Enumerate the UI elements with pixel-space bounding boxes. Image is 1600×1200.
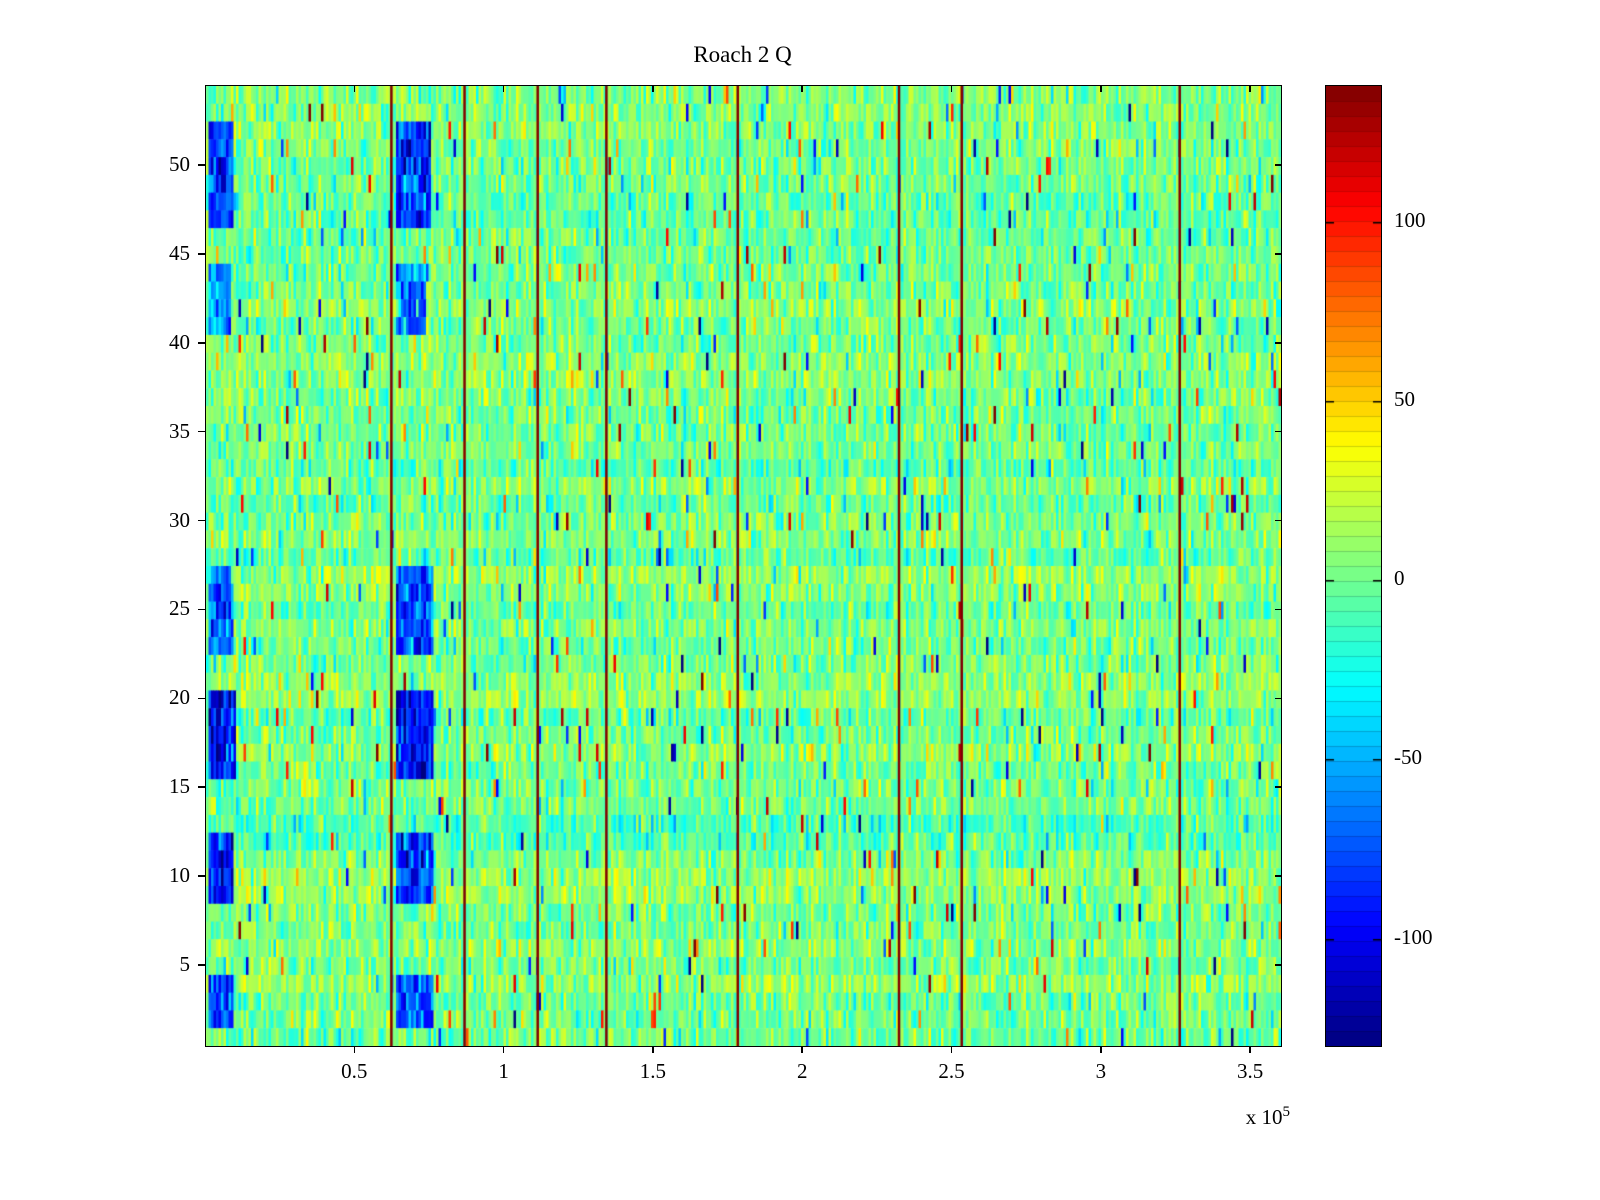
y-axis-tick [198,697,205,700]
x-axis-tick-top [652,85,654,92]
x-axis-tick-top [1100,85,1102,92]
y-axis-tick-label: 10 [169,863,190,888]
x-axis-tick [652,1046,654,1053]
x-axis-tick-label: 3.5 [1237,1059,1264,1083]
x-axis-tick-top [502,85,505,92]
x-axis-tick-label: 2.5 [938,1059,965,1083]
x-axis-tick-top [1249,85,1251,92]
x-axis-exponent-base: x 10 [1245,1105,1283,1129]
x-axis-tick-top [353,85,356,92]
y-axis-tick-right [1275,697,1282,700]
x-axis-tick [353,1046,356,1053]
x-axis-tick [1100,1046,1102,1053]
y-axis-tick-right [1275,608,1282,611]
y-axis-tick-right [1275,164,1282,166]
y-axis-tick-label: 30 [169,507,190,532]
x-axis-tick [950,1046,953,1053]
x-axis-tick-top [801,85,803,92]
y-axis-tick-right [1275,430,1282,433]
colorbar-tick-label: -50 [1394,745,1422,770]
y-axis-tick [198,875,205,877]
plot-title: Roach 2 Q [693,42,792,67]
y-axis-tick-right [1275,342,1282,344]
y-axis-tick [198,164,205,166]
y-axis-tick [198,964,205,966]
y-axis-tick [198,786,205,788]
colorbar-canvas [1326,86,1381,1046]
y-axis-tick-right [1275,253,1282,255]
x-axis-tick-label: 1.5 [639,1059,667,1083]
colorbar-tick-label: 100 [1394,208,1426,233]
y-axis-tick [198,608,205,611]
y-axis-tick-label: 45 [169,240,190,265]
colorbar-tick-label: 50 [1394,387,1415,412]
y-axis-tick-label: 35 [169,418,190,443]
y-axis-tick-label: 40 [169,329,190,354]
x-axis-tick [502,1046,505,1053]
colorbar-tick-label: 0 [1394,566,1405,591]
x-axis-exponent-power: 5 [1282,1104,1291,1120]
y-axis-tick [198,430,205,433]
y-axis-tick-label: 50 [169,152,190,176]
x-axis-tick-label: 0.5 [341,1059,368,1083]
y-axis-tick-label: 20 [169,685,190,710]
heatmap-canvas [206,86,1281,1046]
x-axis-tick-label: 2 [796,1059,808,1083]
y-axis-tick [198,342,205,344]
x-axis-exponent: x 105 [1160,1104,1290,1130]
colorbar [1325,85,1382,1047]
x-axis-tick-label: 1 [498,1059,509,1083]
y-axis-tick [198,519,205,522]
y-axis-tick-right [1275,786,1282,788]
x-axis-tick [1249,1046,1251,1053]
y-axis-tick-label: 25 [169,596,190,621]
y-axis-tick [198,253,205,255]
y-axis-tick-label: 5 [179,952,191,976]
colorbar-tick-label: -100 [1394,924,1433,949]
x-axis-tick-label: 3 [1095,1059,1107,1083]
y-axis-tick-label: 15 [169,774,190,799]
y-axis-tick-right [1275,875,1282,877]
y-axis-tick-right [1275,964,1282,966]
plot-area [205,85,1282,1047]
x-axis-tick-top [950,85,953,92]
x-axis-tick [801,1046,803,1053]
y-axis-tick-right [1275,519,1282,522]
